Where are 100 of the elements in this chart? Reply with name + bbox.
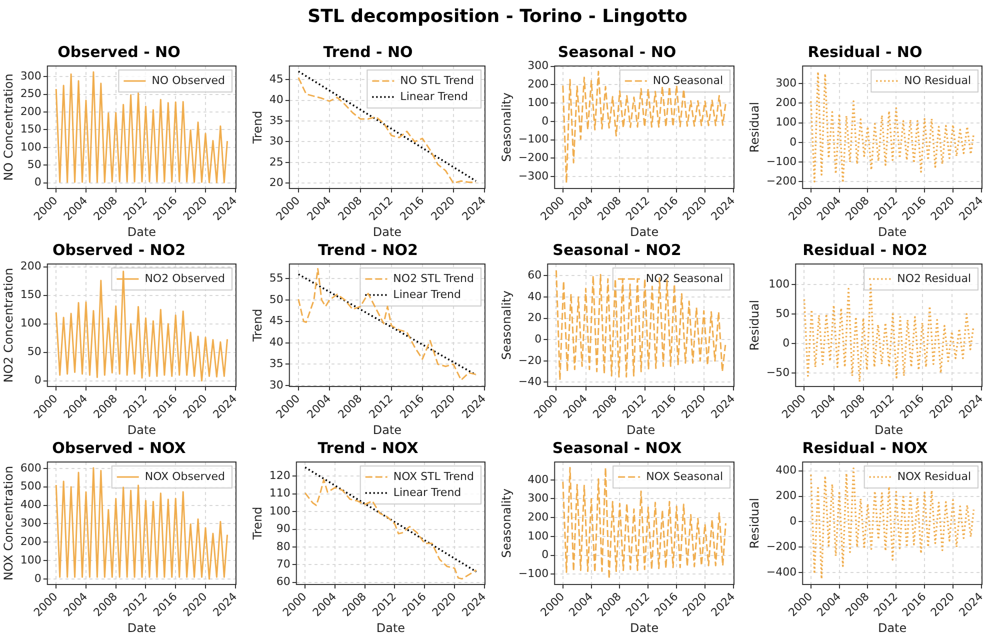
- legend-label: NOX Seasonal: [646, 470, 722, 483]
- y-tick-label: 150: [20, 288, 42, 302]
- y-tick-label: 90: [276, 522, 290, 536]
- y-tick-label: 100: [20, 316, 42, 330]
- y-axis-title: Seasonality: [498, 290, 513, 360]
- y-tick-label: 100: [527, 529, 548, 542]
- chart-title: Observed - NOX: [52, 438, 186, 457]
- y-tick-label: −50: [766, 366, 790, 379]
- y-axis-title: Seasonality: [498, 488, 513, 558]
- y-tick-label: 45: [269, 314, 284, 328]
- x-axis-title: Date: [372, 422, 402, 437]
- y-tick-label: 200: [776, 96, 797, 110]
- y-tick-label: −100: [766, 154, 797, 168]
- y-tick-label: 100: [776, 116, 797, 129]
- y-axis-title: Residual: [748, 498, 762, 549]
- legend-label: NO Seasonal: [652, 74, 723, 87]
- y-tick-label: 70: [276, 558, 290, 571]
- y-tick-label: 500: [20, 480, 42, 493]
- y-tick-label: 400: [20, 498, 42, 512]
- y-tick-label: 200: [776, 489, 797, 502]
- y-axis-title: NO Concentration: [1, 74, 16, 181]
- y-tick-label: 120: [269, 469, 290, 482]
- x-axis-title: Date: [878, 224, 907, 239]
- line-series: [562, 466, 726, 580]
- y-tick-label: −20: [518, 354, 542, 367]
- chart-title: Observed - NO2: [52, 240, 186, 259]
- y-tick-label: −400: [766, 565, 797, 578]
- legend-label: NO2 Seasonal: [645, 272, 723, 285]
- line-series: [304, 478, 477, 580]
- text: STL decomposition - Torino - Lingotto: [306, 6, 688, 27]
- chart-title: Seasonal - NO: [557, 42, 676, 61]
- x-axis-title: Date: [127, 422, 156, 437]
- x-axis-title: Date: [629, 620, 658, 635]
- y-tick-label: 55: [269, 271, 284, 284]
- y-tick-label: 150: [20, 122, 42, 136]
- y-tick-label: 50: [776, 306, 790, 320]
- x-axis-title: Date: [629, 224, 658, 239]
- y-tick-label: 50: [269, 292, 284, 306]
- y-tick-label: 250: [20, 87, 42, 100]
- y-tick-label: 200: [527, 78, 548, 91]
- y-axis-title: NO2 Concentration: [1, 268, 16, 383]
- y-tick-label: 40: [527, 290, 542, 303]
- legend-label: NO2 STL Trend: [392, 272, 474, 285]
- legend-label: Linear Trend: [400, 90, 468, 103]
- chart-title: Trend - NOX: [317, 438, 418, 457]
- y-tick-label: 0: [790, 135, 797, 148]
- legend-label: NO Observed: [152, 74, 226, 87]
- chart-title: Seasonal - NO2: [552, 240, 681, 259]
- y-tick-label: 100: [20, 140, 42, 154]
- y-tick-label: 0: [790, 514, 797, 528]
- y-tick-label: 20: [527, 311, 542, 324]
- chart-title: Residual - NO: [808, 42, 922, 61]
- y-tick-label: −200: [518, 151, 548, 164]
- y-tick-label: 80: [276, 540, 290, 553]
- y-tick-label: −300: [518, 169, 548, 182]
- x-axis-title: Date: [878, 620, 907, 635]
- y-tick-label: −100: [518, 566, 548, 580]
- y-axis-title: Residual: [748, 300, 762, 351]
- y-tick-label: 300: [20, 69, 42, 82]
- y-tick-label: 0: [534, 332, 542, 346]
- y-tick-label: 60: [276, 575, 290, 588]
- y-tick-label: 200: [20, 260, 42, 273]
- line-series: [810, 467, 975, 580]
- legend-label: NO2 Observed: [144, 272, 226, 285]
- y-tick-label: 0: [782, 336, 790, 350]
- y-tick-label: 45: [269, 72, 284, 86]
- chart-title: Residual - NO2: [802, 240, 928, 259]
- y-tick-label: 0: [34, 572, 42, 585]
- y-tick-label: 0: [541, 548, 548, 562]
- y-tick-label: 300: [776, 76, 797, 90]
- y-tick-label: 50: [27, 158, 42, 171]
- y-tick-label: −200: [766, 540, 797, 553]
- legend-label: Linear Trend: [392, 288, 461, 301]
- y-tick-label: 100: [20, 553, 42, 566]
- y-tick-label: 100: [269, 504, 290, 518]
- line-series: [810, 70, 975, 184]
- y-tick-label: 30: [269, 134, 284, 148]
- y-tick-label: 600: [20, 461, 42, 474]
- chart-title: Trend - NO: [322, 42, 413, 61]
- x-axis-title: Date: [372, 224, 402, 239]
- chart-title: Seasonal - NOX: [552, 438, 682, 457]
- y-tick-label: 35: [269, 114, 284, 127]
- y-tick-label: 200: [527, 510, 548, 524]
- chart-title: Trend - NO2: [318, 240, 418, 259]
- line-series: [562, 70, 726, 184]
- y-axis-title: Trend: [250, 110, 264, 145]
- y-axis-title: NOX Concentration: [1, 466, 16, 581]
- y-tick-label: 0: [541, 114, 548, 128]
- y-tick-label: 35: [269, 357, 284, 370]
- y-tick-label: 20: [269, 176, 284, 189]
- legend-label: NOX Residual: [898, 470, 972, 483]
- y-tick-label: 25: [269, 155, 284, 168]
- y-tick-label: −100: [518, 132, 548, 146]
- y-tick-label: 300: [527, 492, 548, 505]
- line-series: [804, 284, 975, 383]
- legend-label: NO STL Trend: [400, 74, 474, 87]
- y-tick-label: 0: [34, 176, 42, 189]
- x-axis-title: Date: [376, 620, 405, 635]
- legend-label: NOX Observed: [144, 470, 226, 483]
- y-tick-label: 50: [27, 345, 42, 358]
